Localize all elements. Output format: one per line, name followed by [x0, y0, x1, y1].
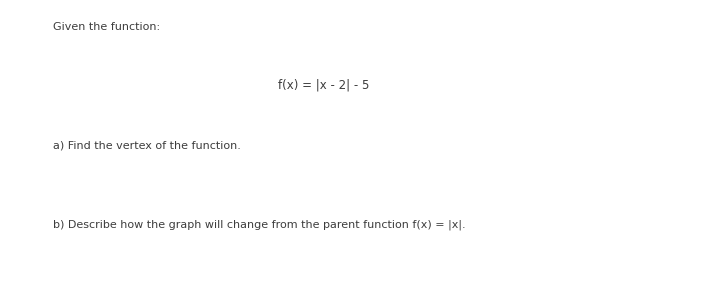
Text: f(x) = |x - 2| - 5: f(x) = |x - 2| - 5	[278, 79, 369, 92]
Text: Given the function:: Given the function:	[53, 22, 160, 33]
Text: a) Find the vertex of the function.: a) Find the vertex of the function.	[53, 140, 240, 151]
Text: b) Describe how the graph will change from the parent function f(x) = |x|.: b) Describe how the graph will change fr…	[53, 219, 465, 230]
